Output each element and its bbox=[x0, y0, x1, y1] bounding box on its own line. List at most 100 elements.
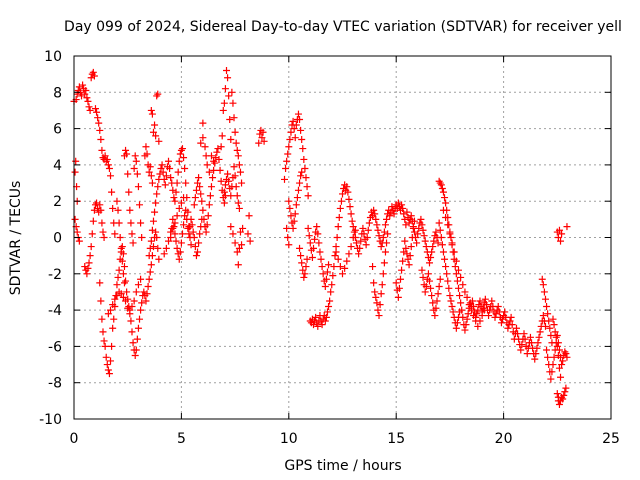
data-point bbox=[162, 244, 170, 252]
data-point bbox=[165, 237, 173, 245]
data-point bbox=[158, 161, 166, 169]
data-point bbox=[220, 99, 228, 107]
data-point bbox=[159, 168, 167, 176]
data-point bbox=[412, 234, 420, 241]
data-point bbox=[217, 177, 225, 185]
data-point bbox=[459, 281, 467, 289]
data-point bbox=[305, 232, 313, 240]
data-point bbox=[119, 270, 127, 278]
data-point bbox=[403, 208, 411, 216]
data-point bbox=[558, 361, 566, 369]
data-point bbox=[173, 179, 181, 187]
data-point bbox=[226, 116, 234, 124]
data-point bbox=[296, 116, 304, 124]
data-point bbox=[142, 143, 150, 151]
data-point bbox=[122, 146, 130, 154]
data-point bbox=[345, 195, 353, 203]
data-point bbox=[392, 279, 400, 287]
data-point bbox=[427, 284, 435, 292]
y-tick-label: 6 bbox=[53, 122, 62, 138]
data-point bbox=[343, 257, 351, 265]
data-point bbox=[419, 226, 427, 234]
data-point bbox=[375, 232, 383, 240]
data-point bbox=[383, 215, 391, 223]
data-point bbox=[303, 183, 311, 191]
data-point bbox=[219, 106, 227, 114]
data-point bbox=[137, 306, 145, 314]
data-point bbox=[232, 183, 240, 191]
data-points bbox=[70, 67, 571, 408]
data-point bbox=[414, 230, 422, 238]
data-point bbox=[518, 341, 526, 349]
data-point bbox=[187, 215, 195, 223]
data-point bbox=[127, 317, 135, 325]
data-point bbox=[235, 161, 243, 169]
data-point bbox=[227, 135, 235, 143]
data-point bbox=[111, 295, 119, 303]
data-point bbox=[146, 244, 154, 252]
x-tick-label: 5 bbox=[177, 431, 186, 447]
data-point bbox=[390, 210, 398, 218]
data-point bbox=[409, 223, 417, 231]
data-point bbox=[362, 241, 370, 249]
data-point bbox=[178, 230, 186, 238]
data-point bbox=[476, 297, 484, 305]
data-point bbox=[538, 275, 546, 283]
data-point bbox=[347, 243, 355, 251]
data-point bbox=[379, 270, 387, 278]
data-point bbox=[282, 165, 290, 173]
data-point bbox=[375, 312, 383, 320]
data-point bbox=[303, 255, 311, 263]
data-point bbox=[450, 248, 458, 256]
data-point bbox=[209, 174, 217, 182]
data-point bbox=[334, 255, 342, 263]
data-point bbox=[332, 248, 340, 256]
data-point bbox=[554, 351, 562, 359]
data-point bbox=[442, 199, 450, 207]
data-point bbox=[107, 357, 115, 365]
data-point bbox=[175, 255, 183, 263]
data-point bbox=[283, 157, 291, 165]
data-point bbox=[322, 313, 330, 321]
data-point bbox=[197, 190, 205, 198]
data-point bbox=[517, 346, 525, 354]
data-point bbox=[103, 155, 111, 163]
data-point bbox=[555, 226, 563, 234]
data-point bbox=[323, 308, 331, 316]
data-point bbox=[543, 302, 551, 310]
data-point bbox=[136, 315, 144, 323]
data-point bbox=[89, 68, 97, 76]
data-point bbox=[454, 266, 462, 274]
data-point bbox=[407, 243, 415, 251]
data-point bbox=[169, 224, 177, 232]
data-point bbox=[216, 166, 224, 174]
data-point bbox=[79, 81, 87, 89]
data-point bbox=[421, 237, 429, 245]
data-point bbox=[407, 212, 415, 220]
data-point bbox=[559, 395, 567, 403]
data-point bbox=[122, 297, 130, 305]
data-point bbox=[232, 139, 240, 147]
data-point bbox=[448, 239, 456, 247]
data-point bbox=[93, 108, 101, 116]
data-point bbox=[554, 339, 562, 347]
data-point bbox=[304, 192, 312, 200]
data-point bbox=[291, 210, 299, 218]
data-point bbox=[75, 237, 83, 245]
data-point bbox=[339, 270, 346, 278]
data-point bbox=[554, 234, 562, 241]
data-point bbox=[236, 228, 244, 236]
data-point bbox=[343, 183, 351, 191]
data-point bbox=[563, 353, 571, 361]
data-point bbox=[172, 237, 180, 245]
data-point bbox=[230, 163, 238, 171]
data-point bbox=[283, 224, 291, 232]
data-point bbox=[96, 279, 104, 287]
data-point bbox=[534, 339, 542, 347]
data-point bbox=[287, 212, 295, 220]
data-point bbox=[299, 266, 307, 274]
data-point bbox=[104, 161, 112, 169]
data-point bbox=[376, 301, 384, 309]
data-point bbox=[124, 170, 132, 178]
data-point bbox=[464, 310, 472, 318]
